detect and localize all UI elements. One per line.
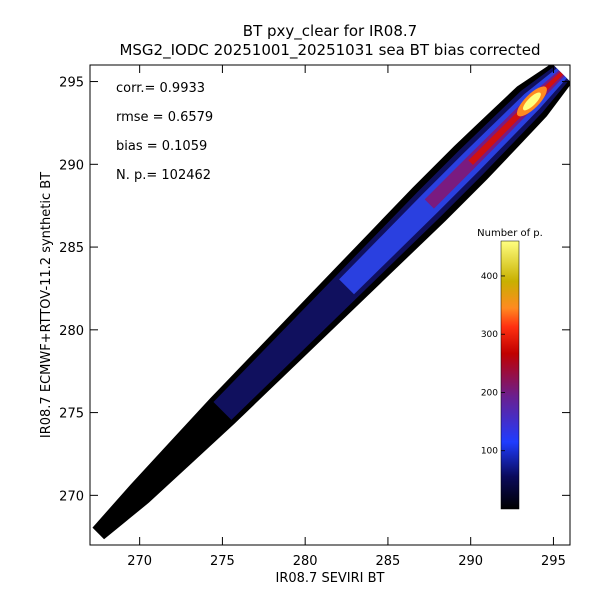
colorbar-tick-label: 100 <box>481 447 498 457</box>
colorbar-tick-label: 300 <box>481 330 498 340</box>
x-tick-label: 290 <box>458 554 483 569</box>
x-tick-label: 285 <box>376 554 401 569</box>
colorbar: Number of p. 100 200 300 400 <box>477 228 543 510</box>
y-axis-ticks: 270 275 280 285 290 295 <box>59 76 570 504</box>
chart-subtitle: MSG2_IODC 20251001_20251031 sea BT bias … <box>119 41 540 60</box>
y-tick-label: 275 <box>59 407 84 422</box>
x-axis-ticks: 270 275 280 285 290 295 <box>127 65 566 569</box>
colorbar-tick-label: 400 <box>481 272 498 282</box>
y-axis-label: IR08.7 ECMWF+RTTOV-11.2 synthetic BT <box>39 172 54 438</box>
chart-title: BT pxy_clear for IR08.7 <box>243 22 417 41</box>
stats-annotations: corr.= 0.9933 rmse = 0.6579 bias = 0.1059 N… <box>116 81 213 183</box>
x-tick-label: 295 <box>541 554 566 569</box>
y-tick-label: 270 <box>59 489 84 504</box>
stat-label: N. p.= 102462 <box>116 168 211 183</box>
y-tick-label: 290 <box>59 158 84 173</box>
stat-label: bias = 0.1059 <box>116 139 207 154</box>
x-tick-label: 270 <box>127 554 152 569</box>
x-tick-label: 280 <box>293 554 318 569</box>
y-tick-label: 280 <box>59 324 84 339</box>
x-tick-label: 275 <box>210 554 235 569</box>
density-cloud <box>92 65 570 540</box>
x-axis-label: IR08.7 SEVIRI BT <box>276 571 385 586</box>
colorbar-title: Number of p. <box>477 228 543 239</box>
colorbar-tick-label: 200 <box>481 388 498 398</box>
stat-label: corr.= 0.9933 <box>116 81 205 96</box>
plot-frame <box>89 64 571 546</box>
density-band-peak <box>468 71 564 165</box>
colorbar-gradient <box>500 240 520 510</box>
stat-label: rmse = 0.6579 <box>116 110 213 125</box>
y-tick-label: 285 <box>59 241 84 256</box>
density-core-yellow <box>522 92 541 111</box>
colorbar-ticks: 100 200 300 400 <box>481 272 505 457</box>
y-tick-label: 295 <box>59 76 84 91</box>
